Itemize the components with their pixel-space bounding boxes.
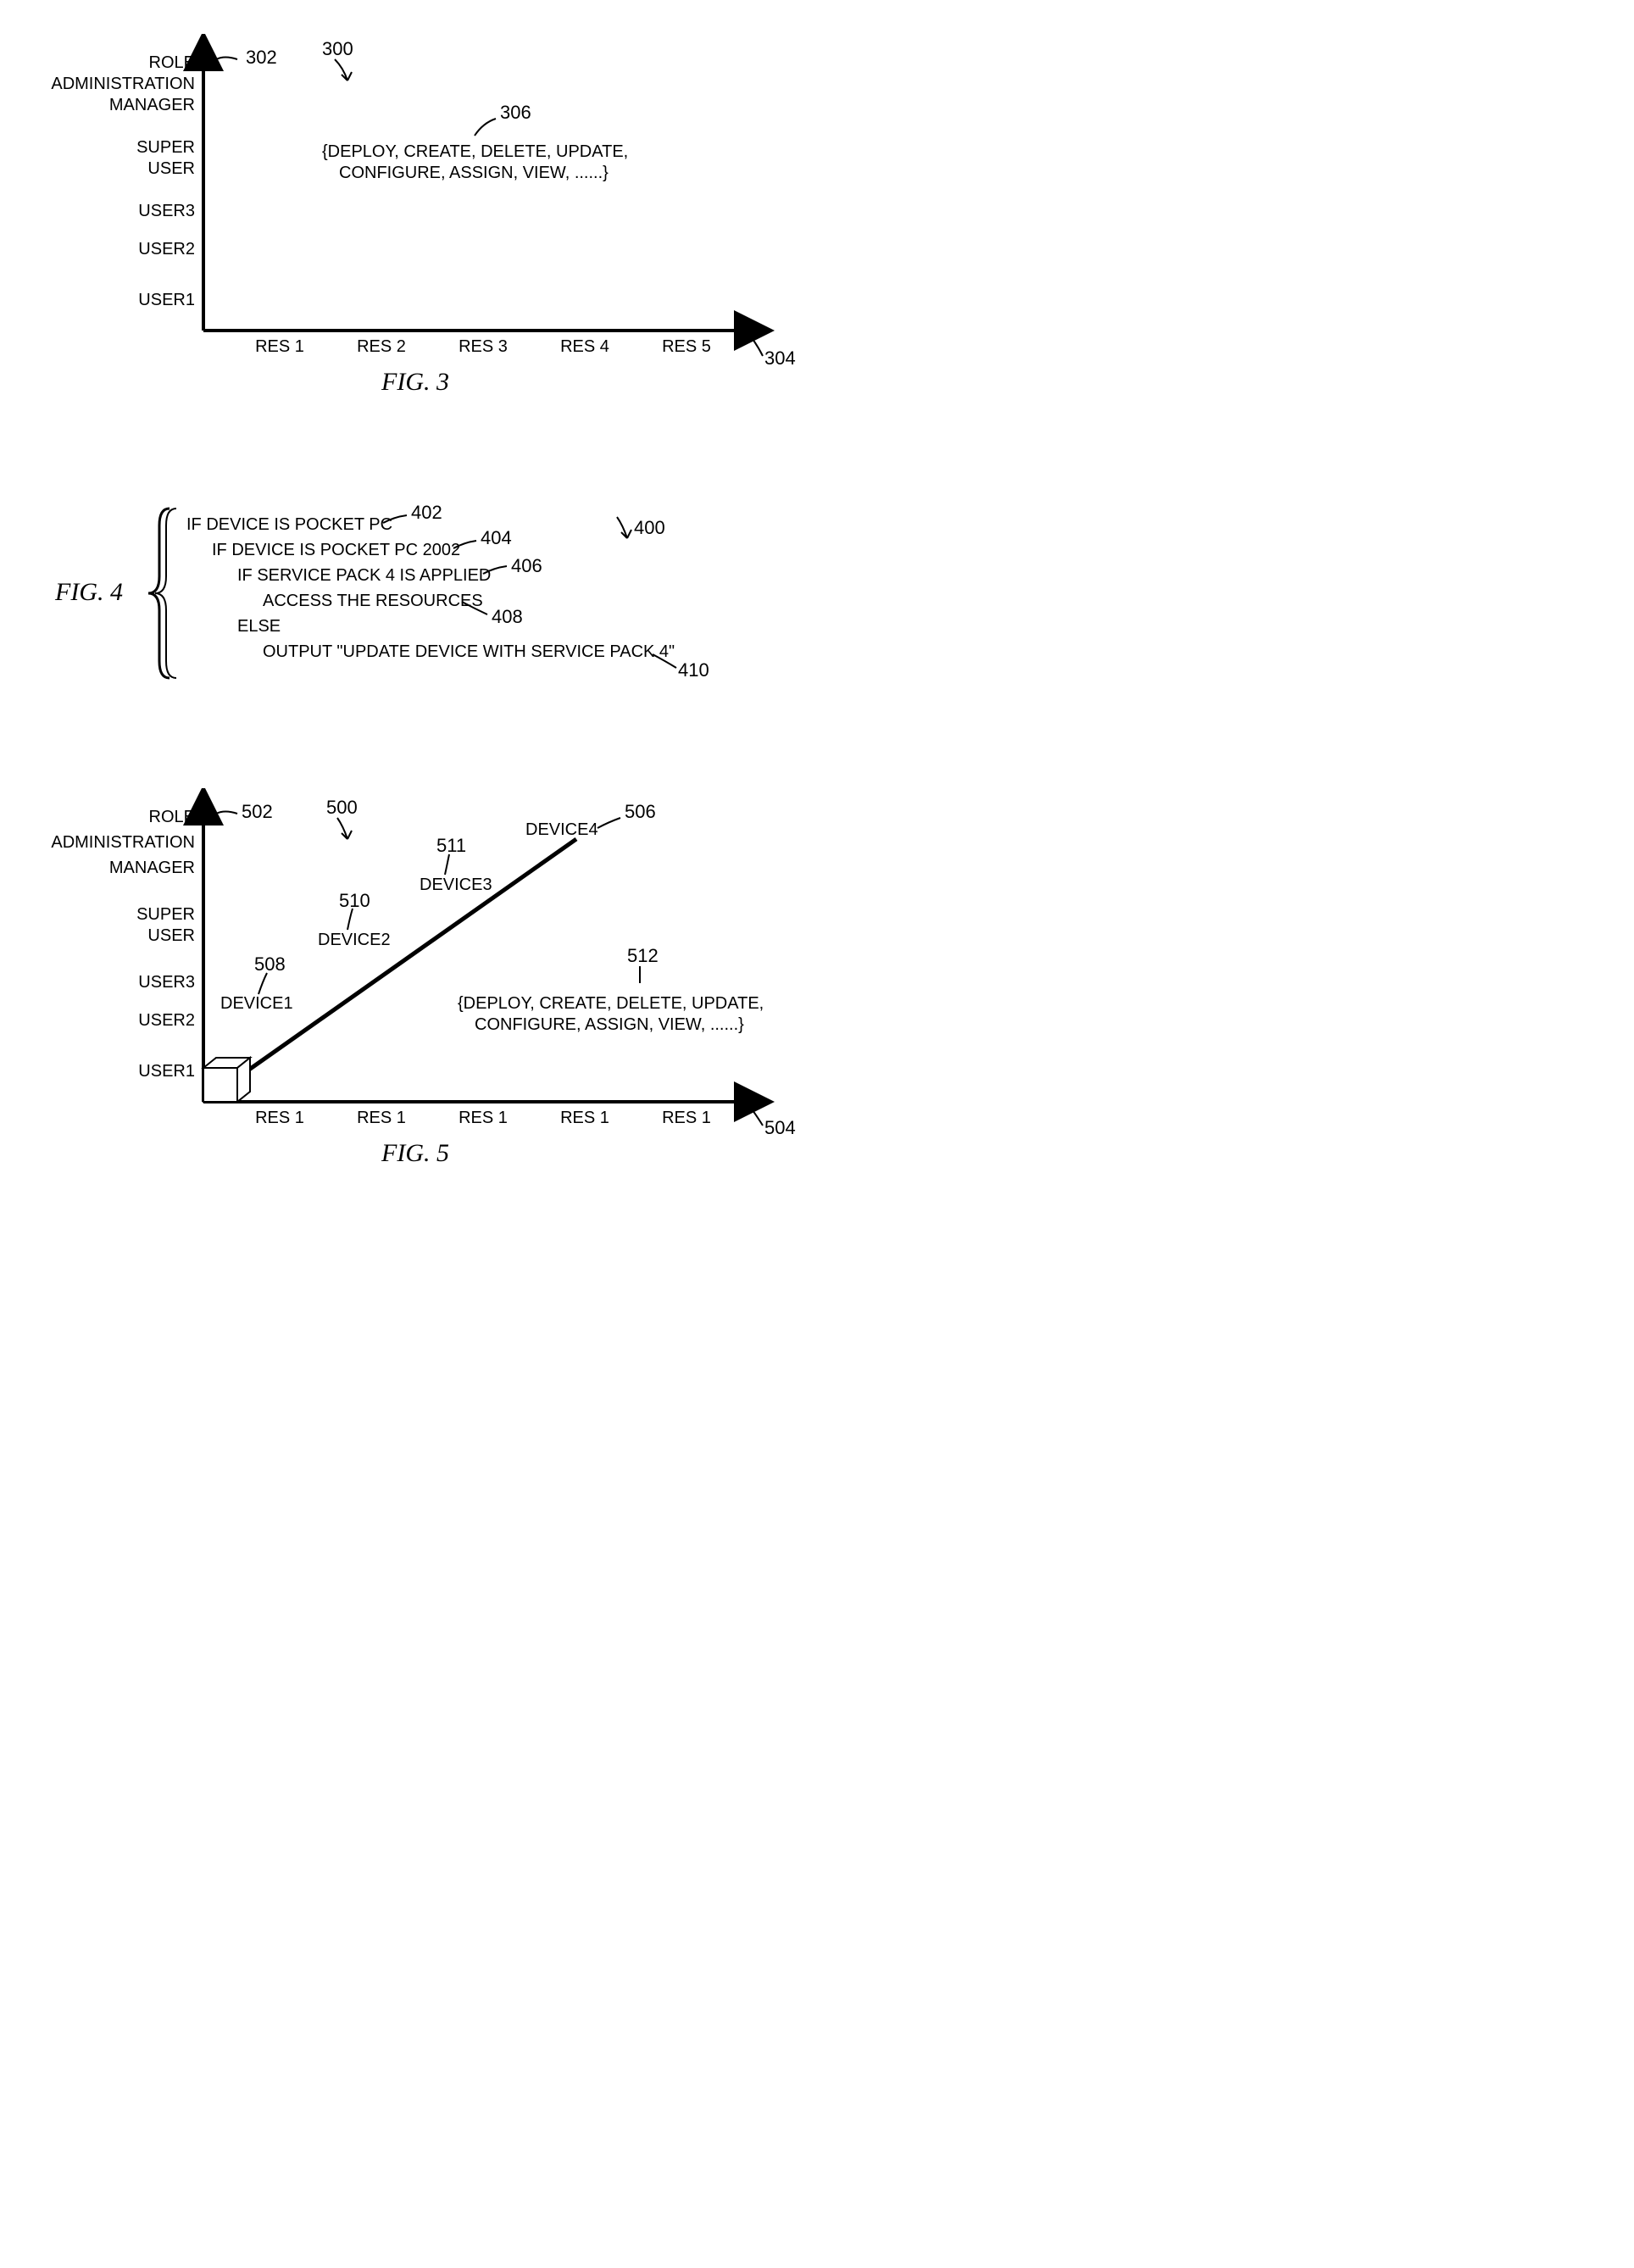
fig5-leader-506 — [597, 818, 620, 828]
fig4-line3: IF SERVICE PACK 4 IS APPLIED — [237, 566, 491, 585]
fig5-annotation-l1: {DEPLOY, CREATE, DELETE, UPDATE, — [458, 994, 764, 1013]
fig5-xlabel-5: RES 1 — [662, 1109, 711, 1127]
fig5-svg: ROLE ADMINISTRATION MANAGER SUPER USER U… — [34, 788, 797, 1187]
fig3-ylabel-user3: USER3 — [138, 202, 195, 220]
fig3-ref-306: 306 — [500, 102, 531, 123]
fig5-leader-504 — [753, 1110, 763, 1126]
fig4-ref-400: 400 — [634, 517, 665, 538]
fig5-xlabel-2: RES 1 — [357, 1109, 406, 1127]
fig3-leader-302 — [216, 58, 237, 60]
fig4-ref-406: 406 — [511, 555, 542, 576]
fig5-ylabel-user3: USER3 — [138, 973, 195, 992]
fig3-leader-300 — [335, 59, 347, 81]
fig5-ref-506: 506 — [625, 801, 656, 822]
fig4-svg: FIG. 4 IF DEVICE IS POCKET PC IF DEVICE … — [34, 483, 797, 720]
fig5-ylabel-manager: MANAGER — [109, 859, 195, 877]
fig3-leader-306 — [475, 119, 496, 136]
fig5-ref-500: 500 — [326, 797, 358, 818]
fig4-line4: ACCESS THE RESOURCES — [263, 592, 483, 610]
fig5-ylabel-admin: ADMINISTRATION — [51, 833, 195, 852]
fig5-leader-502 — [216, 812, 237, 814]
fig3-ref-300: 300 — [322, 38, 353, 59]
fig5-ylabel-user1: USER1 — [138, 1062, 195, 1081]
fig4-line2: IF DEVICE IS POCKET PC 2002 — [212, 541, 460, 559]
fig4-ref-410: 410 — [678, 659, 709, 681]
figure-3: ROLE ADMINISTRATION MANAGER SUPER USER U… — [34, 34, 1600, 415]
fig3-ylabel-role: ROLE — [149, 53, 195, 72]
fig5-annotation-l2: CONFIGURE, ASSIGN, VIEW, ......} — [475, 1015, 744, 1034]
fig4-line6: OUTPUT "UPDATE DEVICE WITH SERVICE PACK … — [263, 642, 675, 661]
fig3-leader-304 — [753, 339, 763, 356]
fig5-leader-500 — [337, 818, 347, 839]
fig4-line1: IF DEVICE IS POCKET PC — [186, 515, 392, 534]
fig5-xlabel-4: RES 1 — [560, 1109, 609, 1127]
fig5-ref-502: 502 — [242, 801, 273, 822]
fig3-annotation-l2: CONFIGURE, ASSIGN, VIEW, ......} — [339, 164, 609, 182]
fig5-ref-511: 511 — [436, 835, 466, 856]
figure-5: ROLE ADMINISTRATION MANAGER SUPER USER U… — [34, 788, 1600, 1187]
figure-4: FIG. 4 IF DEVICE IS POCKET PC IF DEVICE … — [34, 483, 1600, 720]
fig5-device1: DEVICE1 — [220, 994, 293, 1013]
fig5-ref-508: 508 — [254, 953, 286, 975]
fig3-xlabel-res5: RES 5 — [662, 337, 711, 356]
fig5-ref-504: 504 — [764, 1117, 796, 1138]
fig3-ylabel-user1: USER1 — [138, 291, 195, 309]
fig3-svg: ROLE ADMINISTRATION MANAGER SUPER USER U… — [34, 34, 797, 415]
fig3-xlabel-res2: RES 2 — [357, 337, 406, 356]
fig3-xlabel-res4: RES 4 — [560, 337, 609, 356]
fig3-xlabel-res3: RES 3 — [459, 337, 508, 356]
fig4-ref-404: 404 — [481, 527, 512, 548]
fig4-ref-402: 402 — [411, 502, 442, 523]
fig5-device4: DEVICE4 — [525, 820, 598, 839]
fig5-ref-510: 510 — [339, 890, 370, 911]
fig3-ylabel-user: USER — [147, 159, 195, 178]
fig3-ylabel-admin: ADMINISTRATION — [51, 75, 195, 93]
fig3-xlabel-res1: RES 1 — [255, 337, 304, 356]
fig5-ylabel-role: ROLE — [149, 808, 195, 826]
fig3-ylabel-super: SUPER — [136, 138, 195, 157]
fig5-cube — [203, 1058, 250, 1102]
fig5-xlabel-1: RES 1 — [255, 1109, 304, 1127]
fig5-ylabel-user2: USER2 — [138, 1011, 195, 1030]
fig5-leader-510 — [347, 909, 353, 930]
fig3-ylabel-manager: MANAGER — [109, 96, 195, 114]
fig5-ylabel-user: USER — [147, 926, 195, 945]
fig5-ylabel-super: SUPER — [136, 905, 195, 924]
fig5-title: FIG. 5 — [381, 1139, 449, 1167]
fig3-ref-304: 304 — [764, 347, 796, 369]
fig4-title: FIG. 4 — [54, 578, 123, 606]
fig5-device2: DEVICE2 — [318, 931, 391, 949]
fig5-ref-512: 512 — [627, 945, 659, 966]
fig3-annotation-l1: {DEPLOY, CREATE, DELETE, UPDATE, — [322, 142, 628, 161]
fig4-line5: ELSE — [237, 617, 281, 636]
fig3-title: FIG. 3 — [381, 368, 449, 396]
fig5-xlabel-3: RES 1 — [459, 1109, 508, 1127]
fig5-leader-508 — [258, 973, 267, 994]
fig3-ylabel-user2: USER2 — [138, 240, 195, 258]
fig4-ref-408: 408 — [492, 606, 523, 627]
fig5-device3: DEVICE3 — [420, 876, 492, 894]
fig4-leader-400 — [617, 517, 627, 538]
fig3-ref-302: 302 — [246, 47, 277, 68]
fig5-leader-511 — [445, 854, 449, 875]
